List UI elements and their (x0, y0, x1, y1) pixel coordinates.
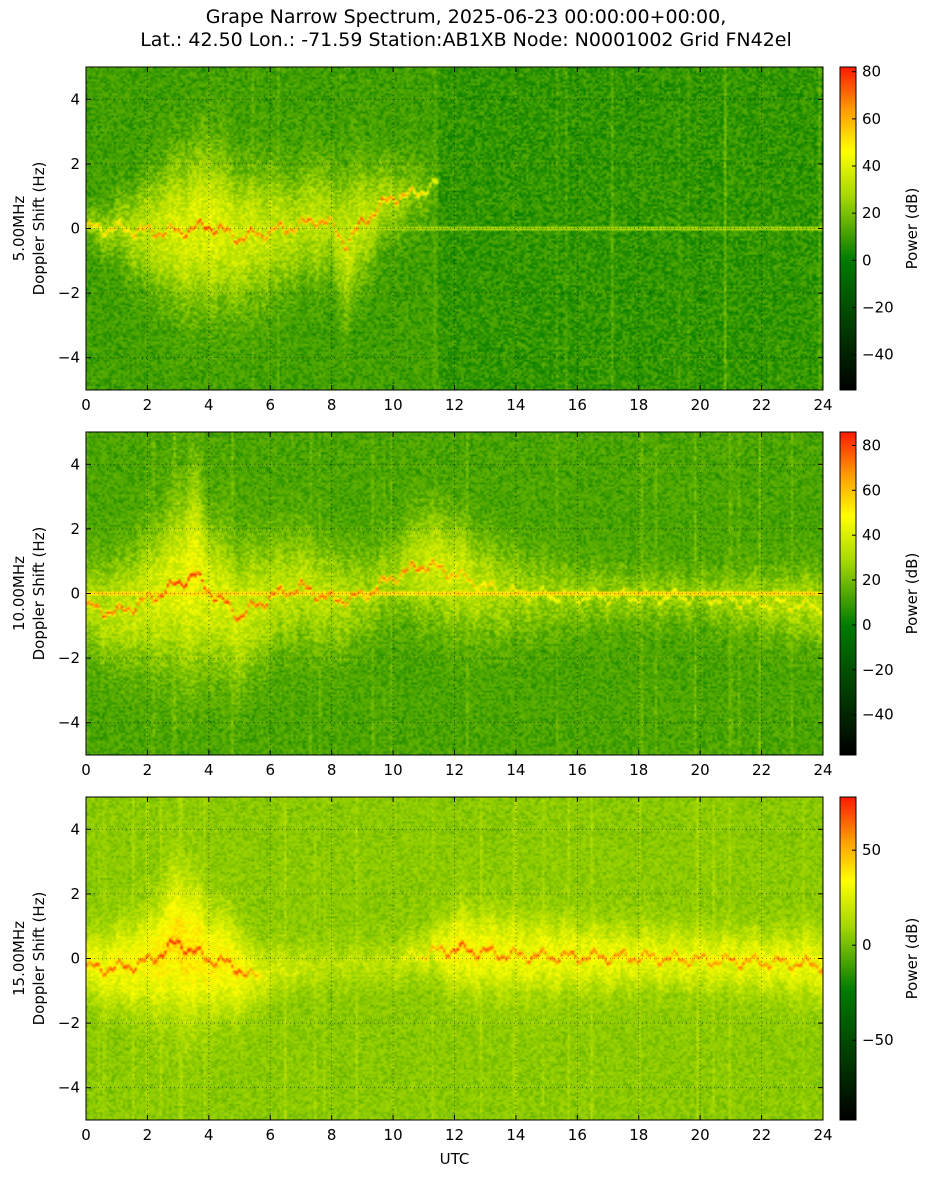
y-axis-label: Doppler Shift (Hz) (30, 527, 48, 661)
figure-title-line-2: Lat.: 42.50 Lon.: -71.59 Station:AB1XB N… (140, 29, 792, 51)
y-tick-label: 2 (70, 885, 80, 903)
colorbar-tick-label: 80 (862, 436, 881, 454)
x-tick-label: 10 (384, 761, 403, 779)
x-tick-label: 20 (691, 1126, 710, 1144)
colorbar-frame (839, 66, 857, 391)
y-tick-label: 0 (70, 220, 80, 238)
x-tick-label: 16 (568, 396, 587, 414)
x-tick-label: 12 (445, 1126, 464, 1144)
y-tick-label: −4 (58, 1079, 80, 1097)
y-tick-label: 2 (70, 155, 80, 173)
x-tick-label: 6 (265, 761, 275, 779)
y-axis-label: Doppler Shift (Hz) (30, 162, 48, 296)
colorbar: −50 0 50 Power (dB) (839, 796, 921, 1121)
y-tick-label: −4 (58, 349, 80, 367)
x-tick-label: 14 (506, 396, 525, 414)
y-tick-label: −2 (58, 284, 80, 302)
x-tick-label: 22 (752, 396, 771, 414)
y-tick-label: 2 (70, 520, 80, 538)
y-tick-label: 0 (70, 585, 80, 603)
x-tick-label: 2 (143, 761, 153, 779)
colorbar: −40 −20 0 20 40 60 80 Power (dB) (839, 431, 921, 756)
colorbar-gradient (840, 67, 856, 390)
x-tick-label: 8 (327, 1126, 337, 1144)
x-tick-label: 12 (445, 396, 464, 414)
x-tick-label: 16 (568, 761, 587, 779)
colorbar-gradient (840, 432, 856, 755)
colorbar-tick-label: 20 (862, 204, 881, 222)
colorbar-tick-label: 0 (862, 616, 872, 634)
y-tick-label: −2 (58, 649, 80, 667)
x-tick-label: 22 (752, 761, 771, 779)
colorbar-tick-label: 60 (862, 481, 881, 499)
y-tick-label: −4 (58, 714, 80, 732)
x-tick-label: 20 (691, 396, 710, 414)
y-tick-label: −2 (58, 1014, 80, 1032)
frequency-label: 15.00MHz (10, 921, 28, 996)
x-tick-label: 8 (327, 761, 337, 779)
x-tick-label: 0 (81, 396, 91, 414)
colorbar-frame (839, 431, 857, 756)
x-tick-label: 24 (813, 761, 832, 779)
figure-title-line-1: Grape Narrow Spectrum, 2025-06-23 00:00:… (205, 6, 727, 28)
x-tick-label: 14 (506, 761, 525, 779)
colorbar-label: Power (dB) (903, 188, 921, 270)
x-tick-label: 6 (265, 396, 275, 414)
colorbar-tick-label: 40 (862, 526, 881, 544)
y-tick-label: 4 (70, 455, 80, 473)
y-tick-label: 4 (70, 820, 80, 838)
x-tick-label: 12 (445, 761, 464, 779)
x-tick-label: 10 (384, 396, 403, 414)
x-tick-label: 0 (81, 761, 91, 779)
colorbar-gradient (840, 797, 856, 1120)
x-tick-label: 2 (143, 1126, 153, 1144)
colorbar-tick-label: 20 (862, 571, 881, 589)
colorbar-tick-label: 0 (862, 936, 872, 954)
x-tick-label: 6 (265, 1126, 275, 1144)
colorbar-tick-label: −20 (862, 298, 894, 316)
x-tick-label: 24 (813, 1126, 832, 1144)
x-tick-label: 4 (204, 396, 214, 414)
frequency-label: 5.00MHz (10, 196, 28, 262)
x-tick-label: 18 (629, 761, 648, 779)
colorbar-label: Power (dB) (903, 553, 921, 635)
colorbar-label: Power (dB) (903, 918, 921, 1000)
x-tick-label: 18 (629, 396, 648, 414)
x-tick-label: 8 (327, 396, 337, 414)
colorbar-tick-label: −50 (862, 1031, 894, 1049)
x-tick-label: 14 (506, 1126, 525, 1144)
x-tick-label: 16 (568, 1126, 587, 1144)
y-tick-label: 4 (70, 90, 80, 108)
x-tick-label: 0 (81, 1126, 91, 1144)
x-tick-label: 24 (813, 396, 832, 414)
x-axis-label: UTC (440, 1150, 470, 1168)
x-tick-label: 20 (691, 761, 710, 779)
frequency-label: 10.00MHz (10, 556, 28, 631)
colorbar-tick-label: −40 (862, 706, 894, 724)
y-tick-label: 0 (70, 950, 80, 968)
colorbar-tick-label: 40 (862, 157, 881, 175)
x-tick-label: 10 (384, 1126, 403, 1144)
colorbar-tick-label: −40 (862, 346, 894, 364)
colorbar: −40 −20 0 20 40 60 80 Power (dB) (839, 63, 921, 391)
colorbar-tick-label: 80 (862, 63, 881, 81)
x-tick-label: 2 (143, 396, 153, 414)
y-axis-label: Doppler Shift (Hz) (30, 892, 48, 1026)
x-tick-label: 18 (629, 1126, 648, 1144)
x-tick-label: 4 (204, 1126, 214, 1144)
colorbar-tick-label: 50 (862, 841, 881, 859)
colorbar-tick-label: 0 (862, 251, 872, 269)
colorbar-tick-label: −20 (862, 661, 894, 679)
colorbar-tick-label: 60 (862, 110, 881, 128)
colorbar-frame (839, 796, 857, 1121)
x-tick-label: 22 (752, 1126, 771, 1144)
x-tick-label: 4 (204, 761, 214, 779)
figure-title: Grape Narrow Spectrum, 2025-06-23 00:00:… (0, 6, 932, 52)
